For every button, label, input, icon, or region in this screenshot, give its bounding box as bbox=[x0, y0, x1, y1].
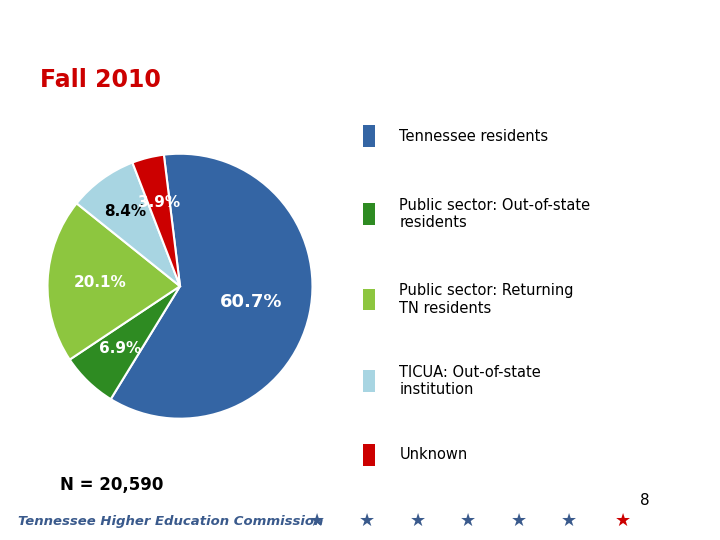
FancyBboxPatch shape bbox=[363, 125, 374, 147]
Text: 8.4%: 8.4% bbox=[104, 204, 146, 219]
Wedge shape bbox=[111, 154, 312, 418]
Text: Tennessee residents: Tennessee residents bbox=[400, 129, 549, 144]
Text: 3.9%: 3.9% bbox=[138, 195, 180, 210]
Text: ★: ★ bbox=[410, 512, 426, 530]
Text: Unknown: Unknown bbox=[400, 448, 467, 462]
Text: ★: ★ bbox=[359, 512, 375, 530]
FancyBboxPatch shape bbox=[363, 370, 374, 392]
FancyBboxPatch shape bbox=[363, 444, 374, 465]
Text: Fall 2010: Fall 2010 bbox=[40, 68, 161, 92]
Text: Tennessee Higher Education Commission: Tennessee Higher Education Commission bbox=[18, 515, 323, 528]
Text: Transfer students by source: Transfer students by source bbox=[18, 26, 544, 59]
FancyBboxPatch shape bbox=[363, 203, 374, 225]
Text: 20.1%: 20.1% bbox=[74, 275, 127, 290]
FancyBboxPatch shape bbox=[363, 289, 374, 310]
Wedge shape bbox=[76, 163, 180, 286]
Wedge shape bbox=[70, 286, 180, 399]
Text: ★: ★ bbox=[309, 512, 325, 530]
Wedge shape bbox=[48, 204, 180, 360]
Text: ★: ★ bbox=[615, 512, 631, 530]
Text: ★: ★ bbox=[561, 512, 577, 530]
Text: 60.7%: 60.7% bbox=[220, 293, 282, 310]
Wedge shape bbox=[132, 154, 180, 286]
Text: Public sector: Returning
TN residents: Public sector: Returning TN residents bbox=[400, 283, 574, 315]
Text: 8: 8 bbox=[639, 492, 649, 508]
Text: 6.9%: 6.9% bbox=[99, 341, 141, 356]
Text: N = 20,590: N = 20,590 bbox=[60, 476, 163, 494]
Text: TICUA: Out-of-state
institution: TICUA: Out-of-state institution bbox=[400, 365, 541, 397]
Text: ★: ★ bbox=[460, 512, 476, 530]
Text: Public sector: Out-of-state
residents: Public sector: Out-of-state residents bbox=[400, 198, 590, 230]
Text: ★: ★ bbox=[510, 512, 526, 530]
